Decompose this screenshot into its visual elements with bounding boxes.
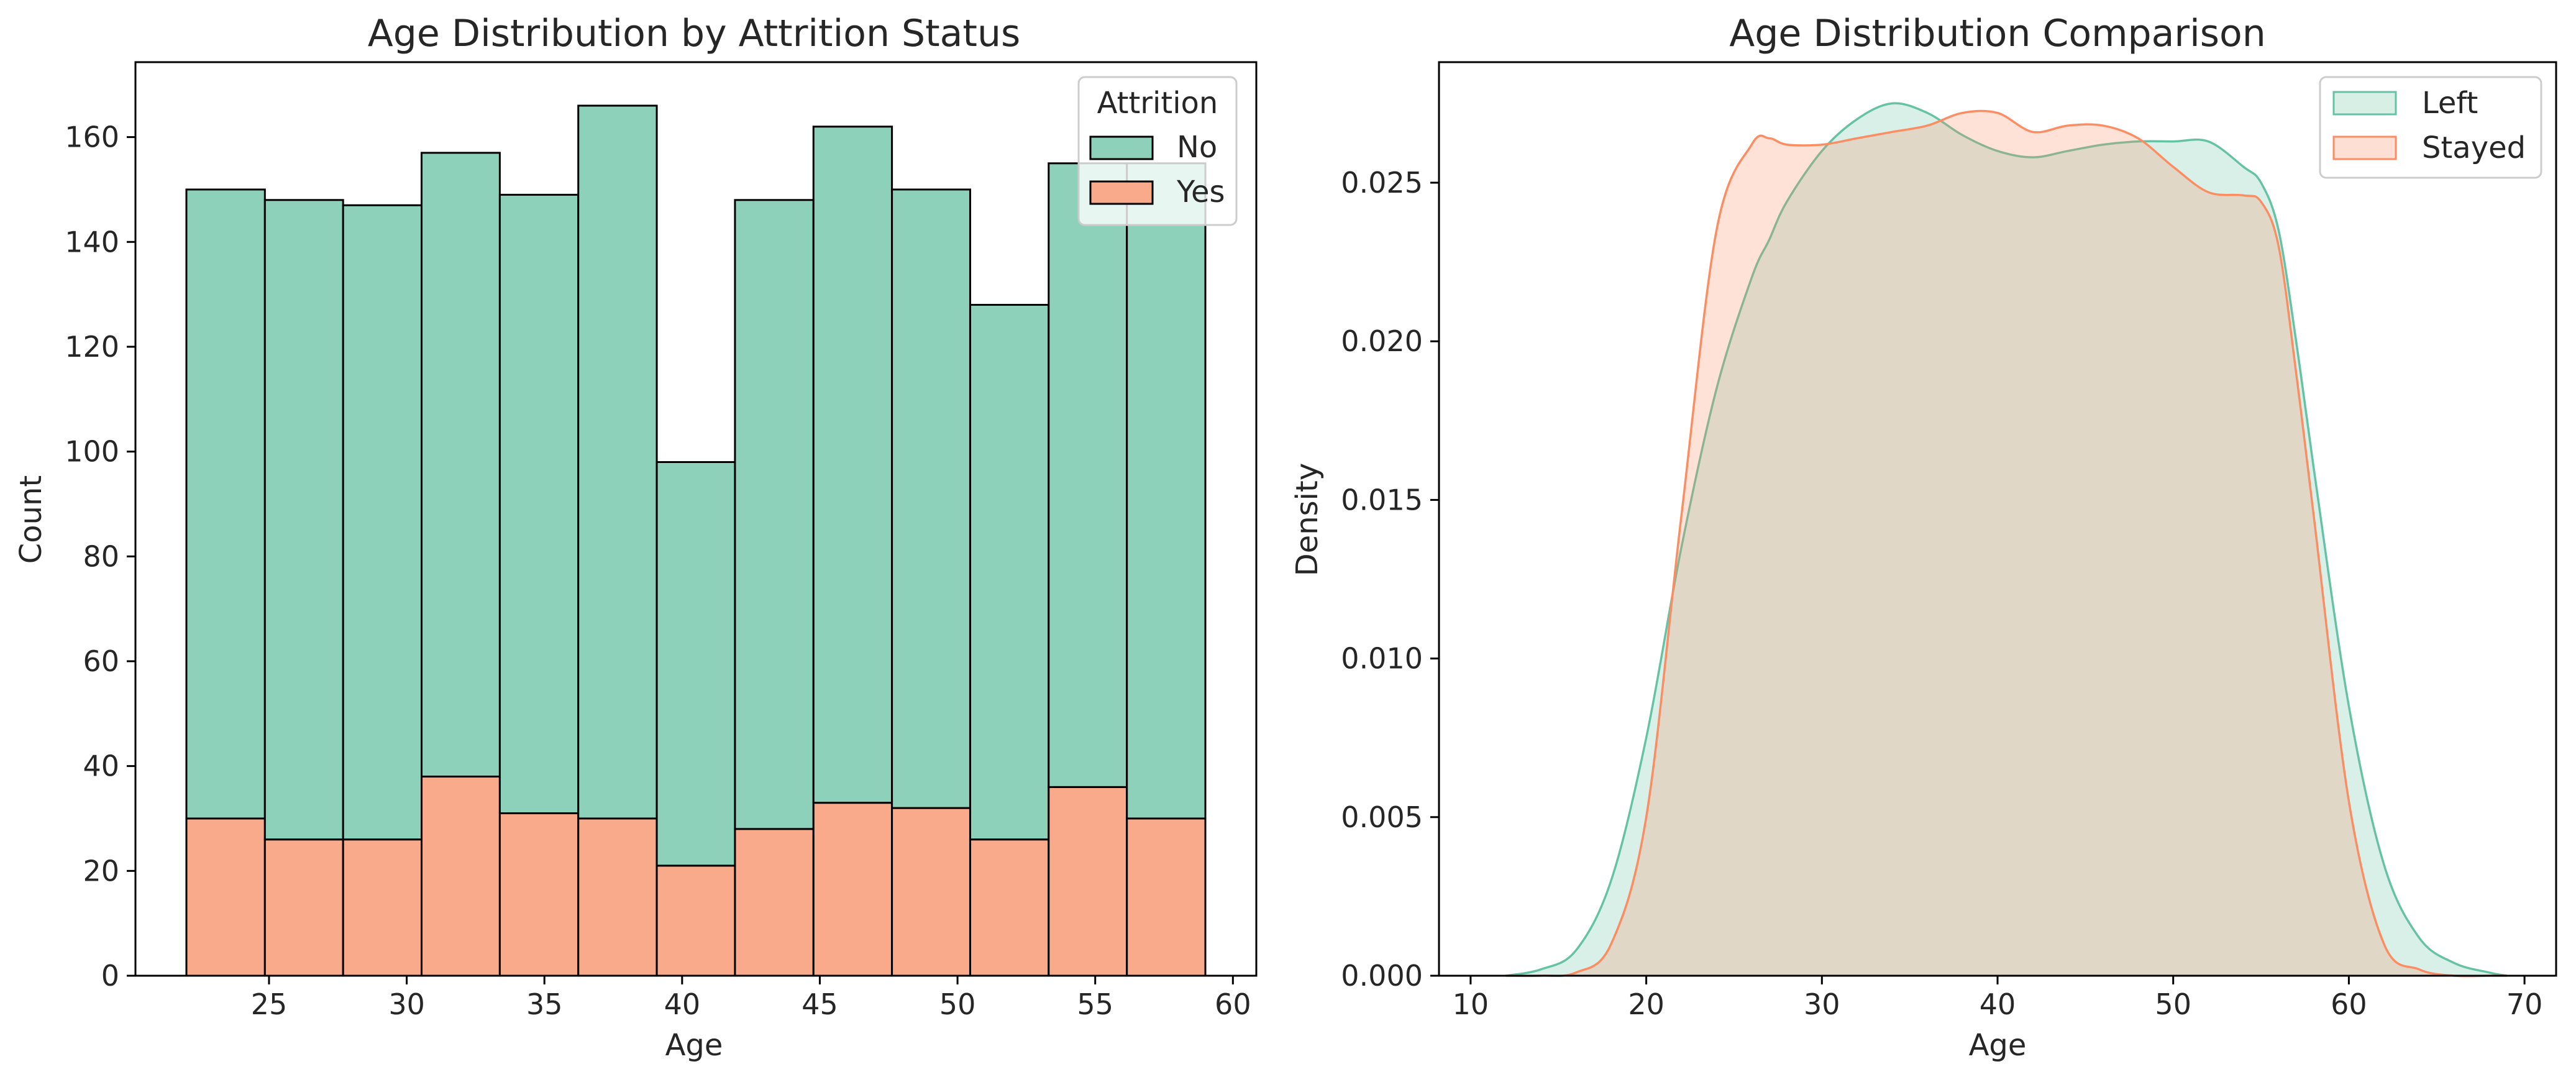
legend-swatch-stayed <box>2332 135 2397 160</box>
x-tick-label: 40 <box>1980 988 2016 1021</box>
y-tick-label: 120 <box>65 330 119 364</box>
y-tick-label: 20 <box>83 854 119 887</box>
legend-label-no: No <box>1177 130 1217 165</box>
right-y-axis-label: Density <box>1290 463 1325 576</box>
legend-swatch-left <box>2332 91 2397 116</box>
x-tick-label: 45 <box>802 988 838 1021</box>
bar-yes <box>421 776 501 977</box>
bar-no <box>969 303 1050 841</box>
bar-yes <box>812 802 893 977</box>
x-tick-label: 35 <box>526 988 563 1021</box>
bar-yes <box>969 838 1050 977</box>
kde-area-stayed <box>1505 111 2507 976</box>
x-tick-label: 10 <box>1453 988 1489 1021</box>
x-tick-label: 60 <box>1215 988 1251 1021</box>
legend-swatch-yes <box>1089 180 1154 205</box>
left-y-axis-label: Count <box>14 475 48 564</box>
bar-no <box>342 204 423 841</box>
bar-no <box>655 461 736 867</box>
bar-no <box>263 199 344 841</box>
right-legend: Left Stayed <box>2319 76 2542 179</box>
y-tick-label: 0 <box>101 959 119 993</box>
bar-no <box>891 188 971 809</box>
legend-swatch-no <box>1089 135 1154 160</box>
x-tick-label: 55 <box>1077 988 1113 1021</box>
bar-yes <box>655 864 736 977</box>
x-tick-label: 30 <box>1804 988 1840 1021</box>
bar-no <box>421 152 501 778</box>
y-tick-label: 0.025 <box>1341 166 1423 199</box>
bar-no <box>812 126 893 804</box>
kde-chart: Age Distribution Comparison 10 20 30 40 50 60… <box>1290 12 2557 1063</box>
y-tick-label: 0.010 <box>1341 642 1423 676</box>
bar-yes <box>1048 786 1128 977</box>
y-tick-label: 140 <box>65 225 119 259</box>
x-tick-label: 70 <box>2506 988 2543 1021</box>
right-chart-title: Age Distribution Comparison <box>1729 12 2265 55</box>
x-tick-label: 50 <box>939 988 976 1021</box>
legend-label-left: Left <box>2422 86 2478 121</box>
y-tick-label: 100 <box>65 435 119 469</box>
histogram-chart: Age Distribution by Attrition Status 25 3… <box>14 12 1258 1063</box>
left-plot-area: 25 30 35 40 45 50 55 60 0 20 40 60 80 100 120 140 160 <box>65 61 1258 1021</box>
x-tick-label: 50 <box>2155 988 2191 1021</box>
left-legend-title: Attrition <box>1097 86 1218 121</box>
x-tick-label: 30 <box>388 988 425 1021</box>
bar-yes <box>734 828 815 977</box>
bar-yes <box>185 817 266 977</box>
legend-label-stayed: Stayed <box>2422 131 2526 165</box>
left-legend: Attrition No Yes <box>1077 76 1238 226</box>
y-tick-label: 0.020 <box>1341 324 1423 358</box>
legend-label-yes: Yes <box>1176 175 1225 209</box>
right-plot-area: 10 20 30 40 50 60 70 0.000 0.005 0.010 0.015 0.020 0… <box>1341 61 2557 1021</box>
bar-yes <box>1126 817 1207 977</box>
left-chart-title: Age Distribution by Attrition Status <box>368 12 1020 55</box>
bar-no <box>498 193 580 815</box>
y-tick-label: 160 <box>65 121 119 154</box>
right-x-axis-label: Age <box>1969 1028 2027 1063</box>
kde-area-left <box>1505 103 2507 976</box>
left-x-axis-label: Age <box>665 1028 723 1063</box>
y-tick-label: 0.000 <box>1341 959 1423 993</box>
y-tick-label: 0.015 <box>1341 483 1423 516</box>
bar-no <box>577 104 658 820</box>
bar-yes <box>342 838 423 977</box>
x-tick-label: 40 <box>664 988 701 1021</box>
bar-no <box>185 188 266 820</box>
bar-no <box>734 199 815 830</box>
y-tick-label: 40 <box>83 750 119 783</box>
x-tick-label: 25 <box>251 988 288 1021</box>
y-tick-label: 60 <box>83 644 119 678</box>
bar-yes <box>577 817 658 977</box>
kde-line-stayed <box>1505 109 2507 978</box>
y-tick-label: 0.005 <box>1341 800 1423 834</box>
bar-yes <box>263 838 344 977</box>
bar-no <box>1126 162 1207 820</box>
y-tick-label: 80 <box>83 539 119 573</box>
left-axes-frame <box>134 61 1258 977</box>
bar-yes <box>498 812 580 977</box>
bar-yes <box>891 807 971 977</box>
x-tick-label: 20 <box>1628 988 1665 1021</box>
bar-no <box>1048 162 1128 788</box>
x-tick-label: 60 <box>2331 988 2367 1021</box>
